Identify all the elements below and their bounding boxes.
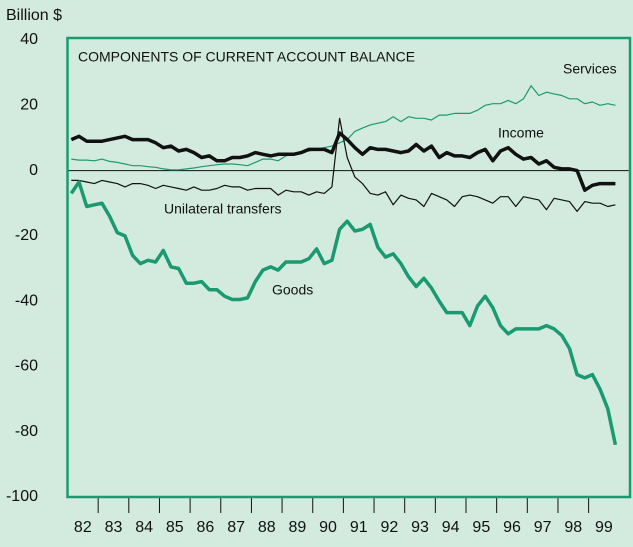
series-label: Services	[563, 61, 617, 77]
x-tick-label: 99	[595, 519, 613, 536]
series-line	[69, 180, 618, 446]
x-tick-label: 86	[197, 519, 215, 536]
y-axis-label: Billion $	[6, 7, 62, 24]
series-label: Goods	[272, 282, 313, 298]
y-tick-label: -20	[15, 227, 38, 244]
y-tick-label: -80	[15, 423, 38, 440]
series-line	[71, 85, 616, 171]
y-tick-label: -100	[6, 488, 38, 505]
x-tick-label: 90	[319, 519, 337, 536]
plot-frame	[66, 36, 632, 499]
x-tick-label: 89	[289, 519, 307, 536]
x-tick-label: 94	[442, 519, 460, 536]
x-tick-label: 85	[166, 519, 184, 536]
chart-title: COMPONENTS OF CURRENT ACCOUNT BALANCE	[78, 49, 415, 65]
y-tick-label: 20	[20, 97, 38, 114]
x-tick-label: 95	[472, 519, 490, 536]
x-tick-label: 93	[411, 519, 429, 536]
y-tick-label: 0	[29, 162, 38, 179]
y-tick-label: -40	[15, 292, 38, 309]
x-tick-label: 84	[135, 519, 153, 536]
x-tick-label: 96	[503, 519, 521, 536]
y-tick-label: 40	[20, 31, 38, 48]
x-tick-label: 87	[227, 519, 245, 536]
x-tick-label: 97	[534, 519, 552, 536]
y-tick-label: -60	[15, 358, 38, 375]
series-label: Unilateral transfers	[164, 201, 282, 217]
series-label: Income	[498, 125, 544, 141]
x-tick-label: 82	[74, 519, 92, 536]
x-tick-label: 83	[105, 519, 123, 536]
x-tick-label: 91	[350, 519, 368, 536]
x-tick-label: 92	[380, 519, 398, 536]
series-line	[71, 117, 616, 212]
x-tick-label: 98	[564, 519, 582, 536]
x-tick-label: 88	[258, 519, 276, 536]
